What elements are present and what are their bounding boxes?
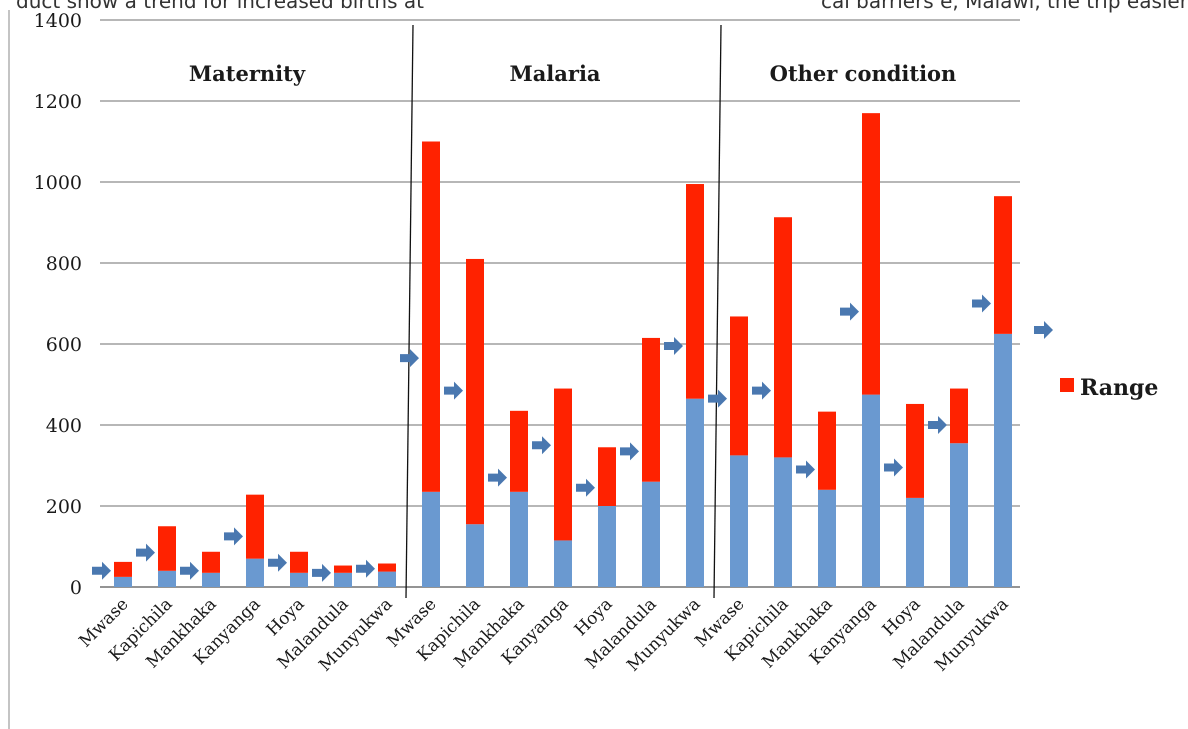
marker-arrow-icon	[972, 295, 991, 313]
range-bar	[862, 113, 880, 394]
base-bar	[730, 455, 748, 587]
base-bar	[334, 573, 352, 587]
base-bar	[114, 577, 132, 587]
group-label: Maternity	[189, 61, 306, 86]
base-bar	[906, 498, 924, 587]
legend: Range	[1034, 321, 1158, 401]
base-bar	[774, 457, 792, 587]
range-bar	[554, 389, 572, 541]
legend-swatch	[1060, 378, 1074, 392]
range-bar	[290, 552, 308, 573]
base-bar	[598, 506, 616, 587]
range-bar	[818, 412, 836, 490]
marker-arrow-icon	[268, 554, 287, 572]
marker-arrow-icon	[708, 390, 727, 408]
legend-entry: Range	[1080, 375, 1158, 401]
group-separator	[406, 25, 413, 598]
markers	[92, 295, 991, 582]
range-bar	[378, 564, 396, 572]
base-bar	[862, 395, 880, 587]
base-bar	[950, 443, 968, 587]
marker-arrow-icon	[928, 416, 947, 434]
y-axis-tick-labels: 0 200 400 600 800 1000 1200 1400	[34, 10, 82, 599]
y-tick-label: 600	[46, 334, 82, 356]
x-axis-category-labels: MwaseKapichilaMankhakaKanyangaHoyaMaland…	[75, 594, 1012, 675]
range-bar	[202, 552, 220, 573]
marker-arrow-icon	[840, 303, 859, 321]
marker-arrow-icon	[752, 382, 771, 400]
legend-arrow-icon	[1034, 321, 1053, 339]
y-tick-label: 1400	[34, 10, 82, 32]
base-bar	[686, 399, 704, 587]
y-tick-label: 1200	[34, 91, 82, 113]
base-bar	[202, 573, 220, 587]
marker-arrow-icon	[224, 527, 243, 545]
marker-arrow-icon	[136, 544, 155, 562]
marker-arrow-icon	[620, 442, 639, 460]
marker-arrow-icon	[92, 562, 111, 580]
base-bar	[818, 490, 836, 587]
range-bar	[466, 259, 484, 524]
marker-arrow-icon	[664, 337, 683, 355]
base-bar	[158, 571, 176, 587]
range-bar	[950, 389, 968, 444]
base-bar	[642, 482, 660, 587]
range-bar	[774, 217, 792, 457]
y-tick-label: 800	[46, 253, 82, 275]
marker-arrow-icon	[488, 469, 507, 487]
range-bar	[510, 411, 528, 492]
group-label: Malaria	[509, 61, 600, 86]
marker-arrow-icon	[884, 459, 903, 477]
base-bar	[994, 334, 1012, 587]
marker-arrow-icon	[444, 382, 463, 400]
y-tick-label: 200	[46, 496, 82, 518]
range-bar	[422, 142, 440, 492]
range-bar	[246, 495, 264, 559]
group-label: Other condition	[770, 61, 957, 86]
base-bar	[466, 524, 484, 587]
range-bar	[158, 526, 176, 571]
group-labels: Maternity Malaria Other condition	[189, 61, 956, 86]
range-bar	[114, 562, 132, 577]
marker-arrow-icon	[180, 562, 199, 580]
range-bar	[642, 338, 660, 482]
base-bar	[246, 559, 264, 587]
bars	[114, 113, 1012, 587]
base-bar	[422, 492, 440, 587]
y-tick-label: 0	[70, 577, 82, 599]
range-bar	[994, 196, 1012, 334]
base-bar	[378, 572, 396, 587]
group-separator	[714, 25, 721, 598]
marker-arrow-icon	[532, 436, 551, 454]
y-tick-label: 1000	[34, 172, 82, 194]
marker-arrow-icon	[312, 564, 331, 582]
base-bar	[290, 573, 308, 587]
base-bar	[554, 540, 572, 587]
range-bar	[730, 316, 748, 455]
marker-arrow-icon	[356, 560, 375, 578]
marker-arrow-icon	[796, 461, 815, 479]
marker-arrow-icon	[576, 479, 595, 497]
base-bar	[510, 492, 528, 587]
range-bar	[334, 566, 352, 573]
range-bar	[598, 447, 616, 506]
y-tick-label: 400	[46, 415, 82, 437]
range-bar	[686, 184, 704, 399]
range-bar	[906, 404, 924, 498]
